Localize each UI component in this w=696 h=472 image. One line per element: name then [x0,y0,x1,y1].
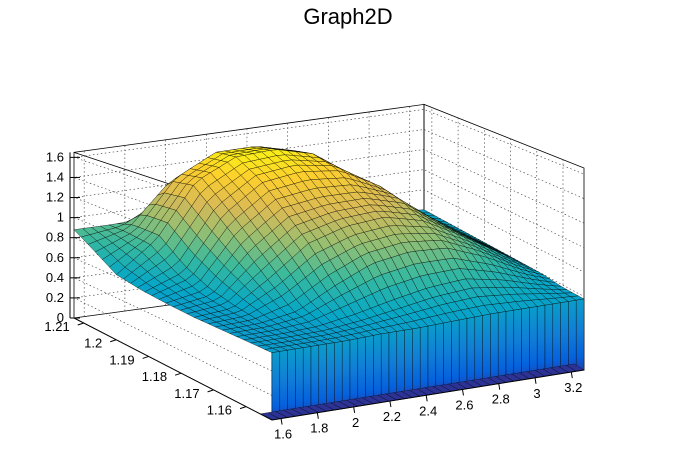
surface-wall [365,335,374,406]
surface-wall [474,315,483,388]
z-tick-label: 1 [57,210,64,225]
x-tick-label: 2 [352,415,359,430]
surface-wall [271,351,280,421]
surface-wall [435,322,444,395]
y-tick [239,406,247,410]
x-tick [353,406,356,414]
surface-wall [287,348,296,418]
y-tick-label: 1.16 [207,403,232,418]
chart-title: Graph2D [303,4,393,29]
x-tick [316,412,319,419]
surface-wall [303,346,312,416]
surface-wall [342,339,351,410]
x-tick [498,383,501,390]
surface-wall [544,303,553,377]
surface-wall [326,342,335,412]
x-axis [271,369,585,421]
surface-wall [373,333,382,405]
surface-wall [459,318,468,391]
surface-wall [560,301,569,375]
surface-wall [427,324,436,396]
surface-wall [521,307,530,381]
y-tick [142,355,149,359]
y-tick-label: 1.19 [109,352,134,367]
y-axis [73,317,273,421]
x-tick [461,389,464,396]
z-tick-label: 0.6 [46,250,64,265]
surface-wall [529,306,538,380]
z-tick-label: 0.8 [46,230,64,245]
x-tick-label: 2.2 [383,409,401,424]
surface-wall [513,308,522,382]
y-tick-label: 1.17 [174,386,199,401]
x-tick-label: 3 [533,386,540,401]
surface-wall [310,344,319,415]
z-tick-label: 1.4 [46,169,64,184]
surface-wall [505,309,514,383]
surface-wall [357,336,366,407]
surface-wall [381,332,390,403]
x-tick-label: 2.8 [492,392,510,407]
surface-wall [295,347,304,417]
y-tick [174,372,182,376]
surface-wall [482,313,491,387]
surface-wall [568,299,577,373]
surface-wall [576,298,585,372]
x-tick-label: 1.8 [310,421,328,436]
x-tick-label: 2.4 [419,403,437,418]
x-tick [425,395,428,402]
y-tick [77,322,84,326]
y-tick-label: 1.18 [142,369,167,384]
z-tick-label: 1.6 [46,149,64,164]
y-tick-label: 1.2 [84,336,102,351]
z-tick-label: 0.2 [46,290,64,305]
surface-wall [498,311,507,385]
x-tick [570,371,573,379]
surface-wall [404,328,413,400]
y-tick [110,339,117,343]
surface-wall [279,349,288,420]
surface-wall [420,325,429,397]
z-tick-label: 0 [57,310,64,325]
surface-wall [552,302,561,376]
surface-wall [490,312,499,386]
surface-wall [537,304,546,378]
y-tick-label: 1.21 [44,319,69,334]
surface-wall [396,329,405,401]
x-tick-label: 1.6 [274,427,292,442]
y-tick [207,389,214,393]
z-tick-label: 1.2 [46,190,64,205]
z-tick-label: 0.4 [46,270,64,285]
x-tick [389,401,392,408]
surface-wall [388,331,397,402]
surface-wall [443,321,452,393]
surface-wall [451,319,460,392]
x-tick [534,377,537,384]
surface-wall [349,338,358,408]
surface-wall [466,316,475,390]
x-tick-label: 3.2 [564,380,582,395]
surface-wall [318,343,327,413]
surface-wall [334,341,343,411]
x-tick-label: 2.6 [455,397,473,412]
x-tick [280,418,283,425]
surface-wall [412,327,421,398]
